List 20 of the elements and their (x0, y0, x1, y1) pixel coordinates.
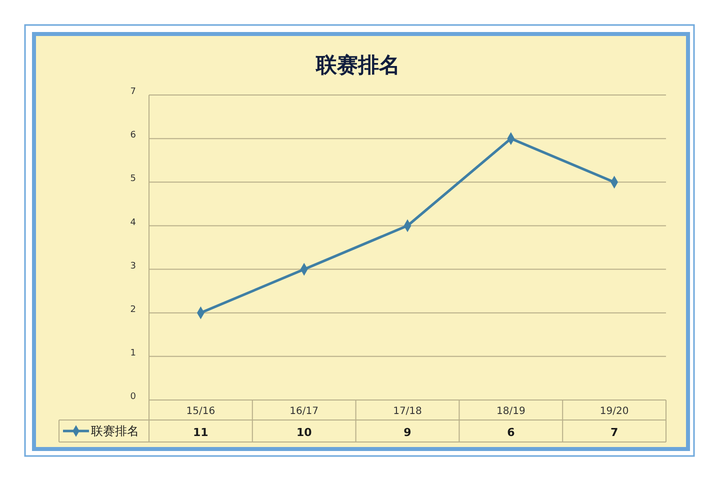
x-tick-label: 16/17 (290, 406, 319, 417)
text: 9 (404, 426, 412, 439)
y-tick-label: 7 (130, 87, 136, 98)
y-tick-label: 1 (130, 348, 136, 359)
chart-title: 联赛排名 (315, 53, 400, 77)
y-tick-label: 0 (130, 392, 136, 402)
y-tick-label: 4 (130, 218, 136, 228)
x-tick-label: 15/16 (186, 406, 216, 417)
text: 11 (193, 426, 208, 439)
y-tick-label: 3 (130, 261, 136, 272)
text: 7 (610, 426, 618, 439)
x-tick-label: 18/19 (496, 406, 526, 417)
y-tick-label: 2 (130, 304, 136, 315)
y-tick-label: 6 (130, 130, 136, 141)
x-tick-label: 19/20 (600, 406, 629, 417)
y-tick-label: 5 (130, 174, 136, 184)
text: 6 (507, 426, 516, 439)
text: 10 (296, 426, 312, 439)
x-tick-label: 17/18 (393, 406, 422, 417)
legend-label: 联赛排名 (91, 424, 139, 438)
